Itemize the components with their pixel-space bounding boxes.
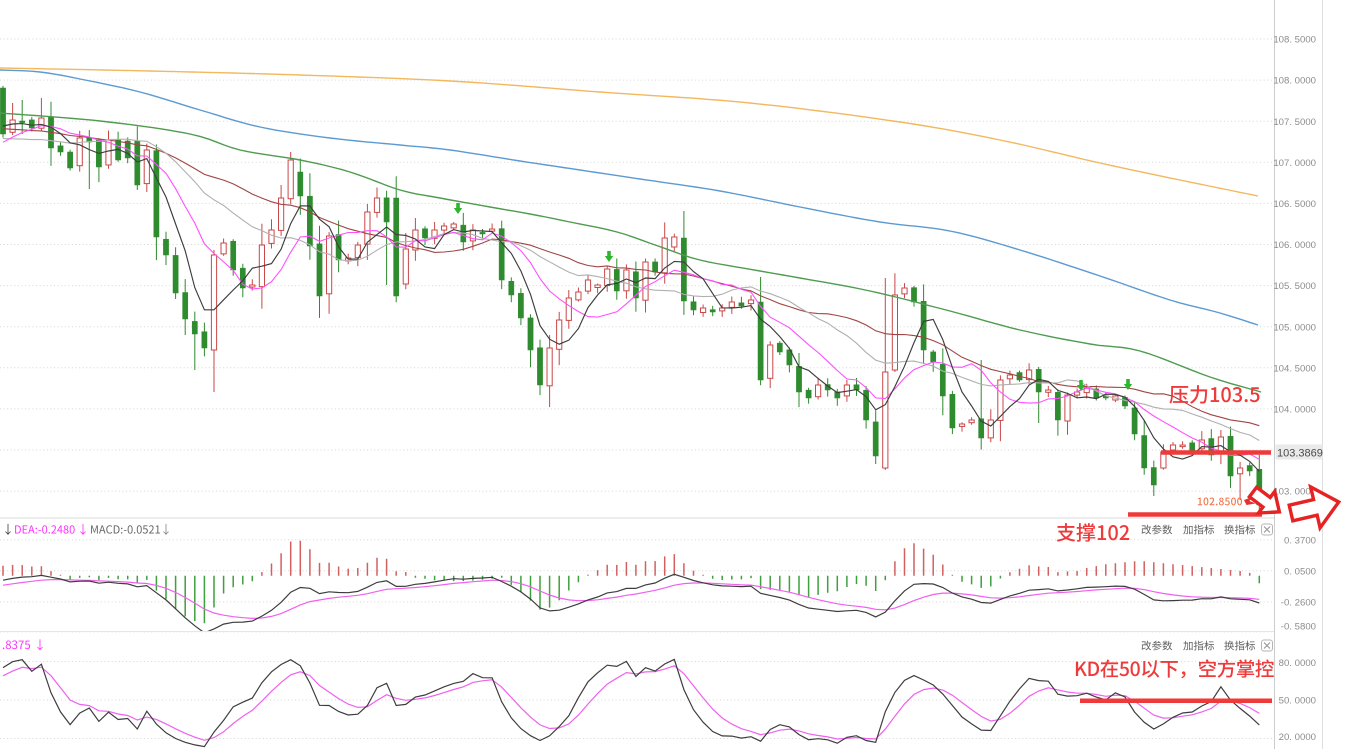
svg-text:104. 5000: 104. 5000 — [1273, 363, 1316, 374]
svg-text:105. 5000: 105. 5000 — [1273, 281, 1316, 292]
svg-text:106. 0000: 106. 0000 — [1273, 240, 1316, 251]
svg-text:103. 0000: 103. 0000 — [1273, 487, 1316, 498]
svg-text:107. 0000: 107. 0000 — [1273, 158, 1316, 169]
svg-text:-0. 5800: -0. 5800 — [1281, 622, 1316, 633]
svg-text:80. 0000: 80. 0000 — [1279, 658, 1316, 669]
svg-text:107. 5000: 107. 5000 — [1273, 117, 1316, 128]
svg-text:0. 3700: 0. 3700 — [1284, 535, 1316, 546]
svg-text:104. 0000: 104. 0000 — [1273, 405, 1316, 416]
svg-text:20. 0000: 20. 0000 — [1279, 732, 1316, 743]
svg-text:-0. 2600: -0. 2600 — [1281, 598, 1316, 609]
svg-text:108. 0000: 108. 0000 — [1273, 76, 1316, 87]
svg-text:103.3869: 103.3869 — [1277, 448, 1323, 460]
svg-text:106. 5000: 106. 5000 — [1273, 199, 1316, 210]
svg-text:108. 5000: 108. 5000 — [1273, 35, 1316, 46]
svg-text:50. 0000: 50. 0000 — [1279, 696, 1316, 707]
svg-text:105. 0000: 105. 0000 — [1273, 322, 1316, 333]
svg-text:0. 0500: 0. 0500 — [1284, 566, 1316, 577]
